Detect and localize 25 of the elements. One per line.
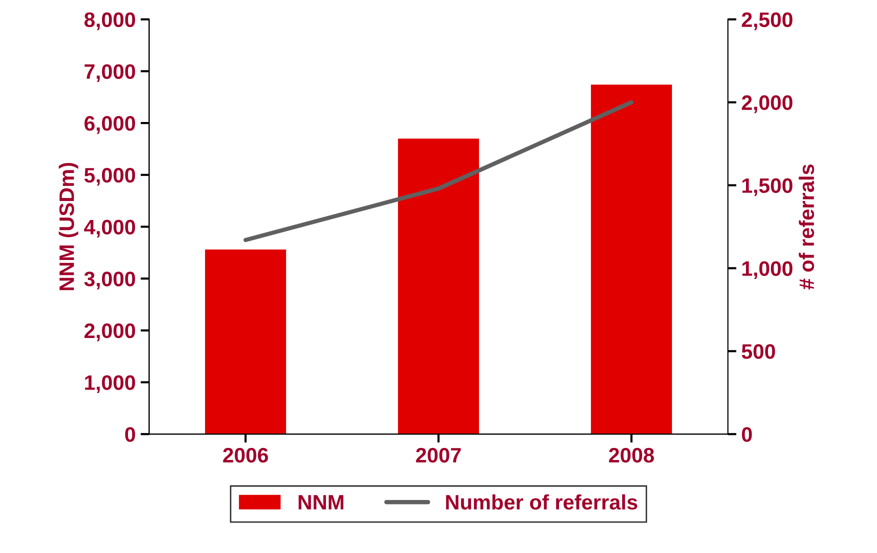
y-tick-label: 3,000 xyxy=(84,272,136,290)
legend-label: Number of referrals xyxy=(446,494,638,510)
y2-axis-title: # of referrals xyxy=(798,164,814,290)
bar xyxy=(205,250,286,434)
y-tick-label: 6,000 xyxy=(84,116,136,134)
y-tick-label: 7,000 xyxy=(84,64,136,82)
y-tick-label: 1,000 xyxy=(85,375,136,394)
y2-tick-label: 2,000 xyxy=(742,95,792,114)
x-tick-label: 2007 xyxy=(416,448,461,463)
y-tick-label: 0 xyxy=(125,427,136,442)
y2-tick-label: 500 xyxy=(742,344,776,359)
y-axis-title: NNM (USDm) xyxy=(58,162,78,290)
x-tick-label: 2006 xyxy=(223,448,268,463)
y-tick-label: 2,000 xyxy=(84,323,136,342)
y2-tick-label: 0 xyxy=(742,427,752,442)
y-tick-label: 8,000 xyxy=(84,12,136,30)
y2-tick-label: 1,000 xyxy=(742,261,792,279)
y2-tick-label: 2,500 xyxy=(742,12,792,30)
bar xyxy=(590,84,672,434)
bar xyxy=(398,138,480,434)
x-tick-label: 2008 xyxy=(608,448,654,463)
y2-tick-label: 1,500 xyxy=(742,178,792,196)
legend-label: NNM xyxy=(298,495,344,510)
y-tick-label: 5,000 xyxy=(84,168,136,186)
y-tick-label: 4,000 xyxy=(84,220,136,238)
